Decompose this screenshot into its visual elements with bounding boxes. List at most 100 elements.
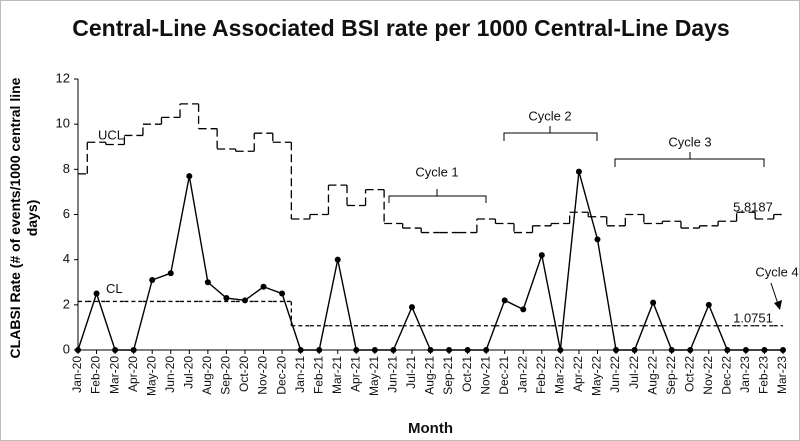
x-tick-label: Jan-20 bbox=[70, 356, 84, 393]
data-point bbox=[650, 299, 657, 306]
bracket bbox=[503, 126, 598, 141]
data-point bbox=[761, 347, 768, 353]
x-tick-label: Mar-23 bbox=[775, 356, 789, 394]
data-point bbox=[724, 347, 731, 353]
x-tick-label: Jul-22 bbox=[627, 356, 641, 389]
x-tick-label: Jun-20 bbox=[163, 356, 177, 393]
x-tick-label: Oct-20 bbox=[237, 356, 251, 392]
data-point bbox=[613, 347, 620, 353]
x-tick-label: Mar-22 bbox=[553, 356, 567, 394]
y-tick-label: 6 bbox=[63, 206, 70, 221]
arrow-head bbox=[774, 300, 782, 310]
data-point bbox=[149, 276, 156, 283]
data-point bbox=[297, 347, 304, 353]
x-tick-label: Dec-20 bbox=[274, 356, 288, 395]
x-tick-label: Nov-21 bbox=[478, 356, 492, 395]
y-tick-label: 12 bbox=[56, 70, 70, 85]
data-point bbox=[279, 290, 286, 297]
x-tick-label: Feb-22 bbox=[534, 356, 548, 394]
x-tick-label: Oct-22 bbox=[682, 356, 696, 392]
x-tick-label: Apr-21 bbox=[348, 356, 362, 392]
annotation: Cycle 1 bbox=[415, 164, 458, 179]
data-point bbox=[371, 347, 378, 353]
x-tick-label: Jan-22 bbox=[515, 356, 529, 393]
x-tick-label: Jan-21 bbox=[293, 356, 307, 393]
x-tick-label: Jun-21 bbox=[386, 356, 400, 393]
data-point bbox=[631, 347, 638, 353]
annotation: Cycle 2 bbox=[528, 108, 571, 123]
bracket bbox=[388, 189, 487, 203]
y-tick-label: 8 bbox=[63, 161, 70, 176]
x-tick-label: Nov-20 bbox=[256, 356, 270, 395]
x-tick-label: Aug-21 bbox=[423, 356, 437, 395]
brackets bbox=[388, 126, 780, 308]
data-point bbox=[186, 173, 193, 180]
data-point bbox=[223, 295, 230, 302]
x-tick-label: Jun-22 bbox=[608, 356, 622, 393]
x-axis-label: Month bbox=[408, 420, 453, 437]
data-point bbox=[687, 347, 694, 353]
data-point bbox=[575, 168, 582, 175]
data-point bbox=[538, 252, 545, 259]
data-point bbox=[353, 347, 360, 353]
data-point bbox=[594, 236, 601, 243]
data-point bbox=[75, 347, 81, 353]
data-line bbox=[77, 171, 783, 351]
x-tick-label: Sep-22 bbox=[664, 356, 678, 395]
data-point bbox=[446, 347, 453, 353]
data-point bbox=[241, 297, 248, 304]
data-point bbox=[501, 297, 508, 304]
x-tick-label: Mar-21 bbox=[330, 356, 344, 394]
data-point bbox=[780, 347, 786, 353]
data-point bbox=[112, 347, 119, 353]
bracket bbox=[614, 152, 765, 167]
x-tick-label: Aug-22 bbox=[645, 356, 659, 395]
x-tick-label: Jul-20 bbox=[181, 356, 195, 389]
annotation: 1.0751 bbox=[733, 310, 773, 325]
data-point bbox=[557, 347, 564, 353]
data-point bbox=[334, 256, 341, 263]
x-tick-label: Oct-21 bbox=[460, 356, 474, 392]
x-tick-label: Aug-20 bbox=[200, 356, 214, 395]
x-tick-label: Dec-22 bbox=[720, 356, 734, 395]
x-tick-label: May-22 bbox=[590, 356, 604, 396]
x-tick-label: Apr-22 bbox=[571, 356, 585, 392]
y-tick-label: 10 bbox=[56, 116, 70, 131]
data-point bbox=[427, 347, 434, 353]
data-point bbox=[464, 347, 471, 353]
x-tick-label: Sep-21 bbox=[441, 356, 455, 395]
data-point bbox=[260, 283, 267, 290]
x-tick-label: Jan-23 bbox=[738, 356, 752, 393]
x-tick-label: Apr-20 bbox=[126, 356, 140, 392]
data-point bbox=[408, 304, 415, 311]
annotation: 5.8187 bbox=[733, 199, 773, 214]
data-point bbox=[390, 347, 397, 353]
series-label: UCL bbox=[98, 128, 124, 143]
x-tick-label: Mar-20 bbox=[107, 356, 121, 394]
data-point bbox=[668, 347, 675, 353]
x-tick-label: Feb-20 bbox=[89, 356, 103, 394]
data-point bbox=[742, 347, 749, 353]
y-tick-label: 2 bbox=[63, 296, 70, 311]
x-tick-label: Dec-21 bbox=[497, 356, 511, 395]
chart-title: Central-Line Associated BSI rate per 100… bbox=[72, 15, 730, 41]
data-point bbox=[705, 301, 712, 308]
x-tick-label: Nov-22 bbox=[701, 356, 715, 395]
data-point bbox=[130, 347, 137, 353]
x-tick-label: Feb-21 bbox=[311, 356, 325, 394]
x-tick-label: Feb-23 bbox=[757, 356, 771, 394]
annotation: Cycle 3 bbox=[668, 134, 711, 149]
x-tick-label: Jul-21 bbox=[404, 356, 418, 389]
data-point bbox=[204, 279, 211, 286]
y-tick-label: 4 bbox=[63, 251, 70, 266]
data-point bbox=[483, 347, 490, 353]
annotation: Cycle 4 bbox=[755, 264, 798, 279]
x-tick-label: May-21 bbox=[367, 356, 381, 396]
data-point bbox=[167, 270, 174, 277]
x-tick-label: May-20 bbox=[144, 356, 158, 396]
x-tick-label: Sep-20 bbox=[219, 356, 233, 395]
data-point bbox=[520, 306, 527, 313]
series-label: CL bbox=[106, 281, 123, 296]
